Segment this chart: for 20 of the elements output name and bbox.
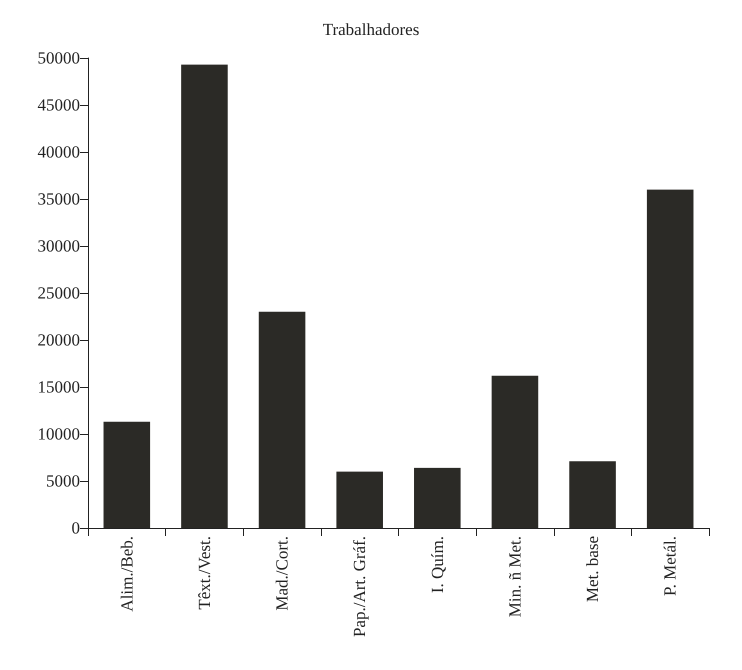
x-tick-label: Têxt./Vest. xyxy=(194,536,214,610)
y-tick-label: 5000 xyxy=(46,472,80,490)
x-tick-label: Min. ñ Met. xyxy=(505,536,524,618)
y-tick-label: 45000 xyxy=(38,96,80,114)
chart-title: Trabalhadores xyxy=(322,20,420,39)
x-tick-label: P. Metál. xyxy=(660,536,680,596)
y-tick-label: 0 xyxy=(72,518,80,538)
y-tick-label: 20000 xyxy=(38,330,80,350)
y-tick-label: 10000 xyxy=(38,424,80,444)
x-tick-label: Met. base xyxy=(583,536,602,602)
y-tick-label: 35000 xyxy=(38,190,80,208)
x-tick-label: Pap./Art. Gráf. xyxy=(350,536,370,638)
x-tick-label: Alim./Beb. xyxy=(117,536,136,612)
y-tick-label: 30000 xyxy=(38,236,80,256)
y-tick-label: 50000 xyxy=(38,48,80,68)
y-tick-label: 25000 xyxy=(38,284,80,302)
x-tick-label: Mad./Cort. xyxy=(272,536,292,611)
y-tick-label: 40000 xyxy=(38,142,80,162)
x-tick-label: I. Quím. xyxy=(428,536,447,594)
y-tick-label: 15000 xyxy=(38,378,80,396)
